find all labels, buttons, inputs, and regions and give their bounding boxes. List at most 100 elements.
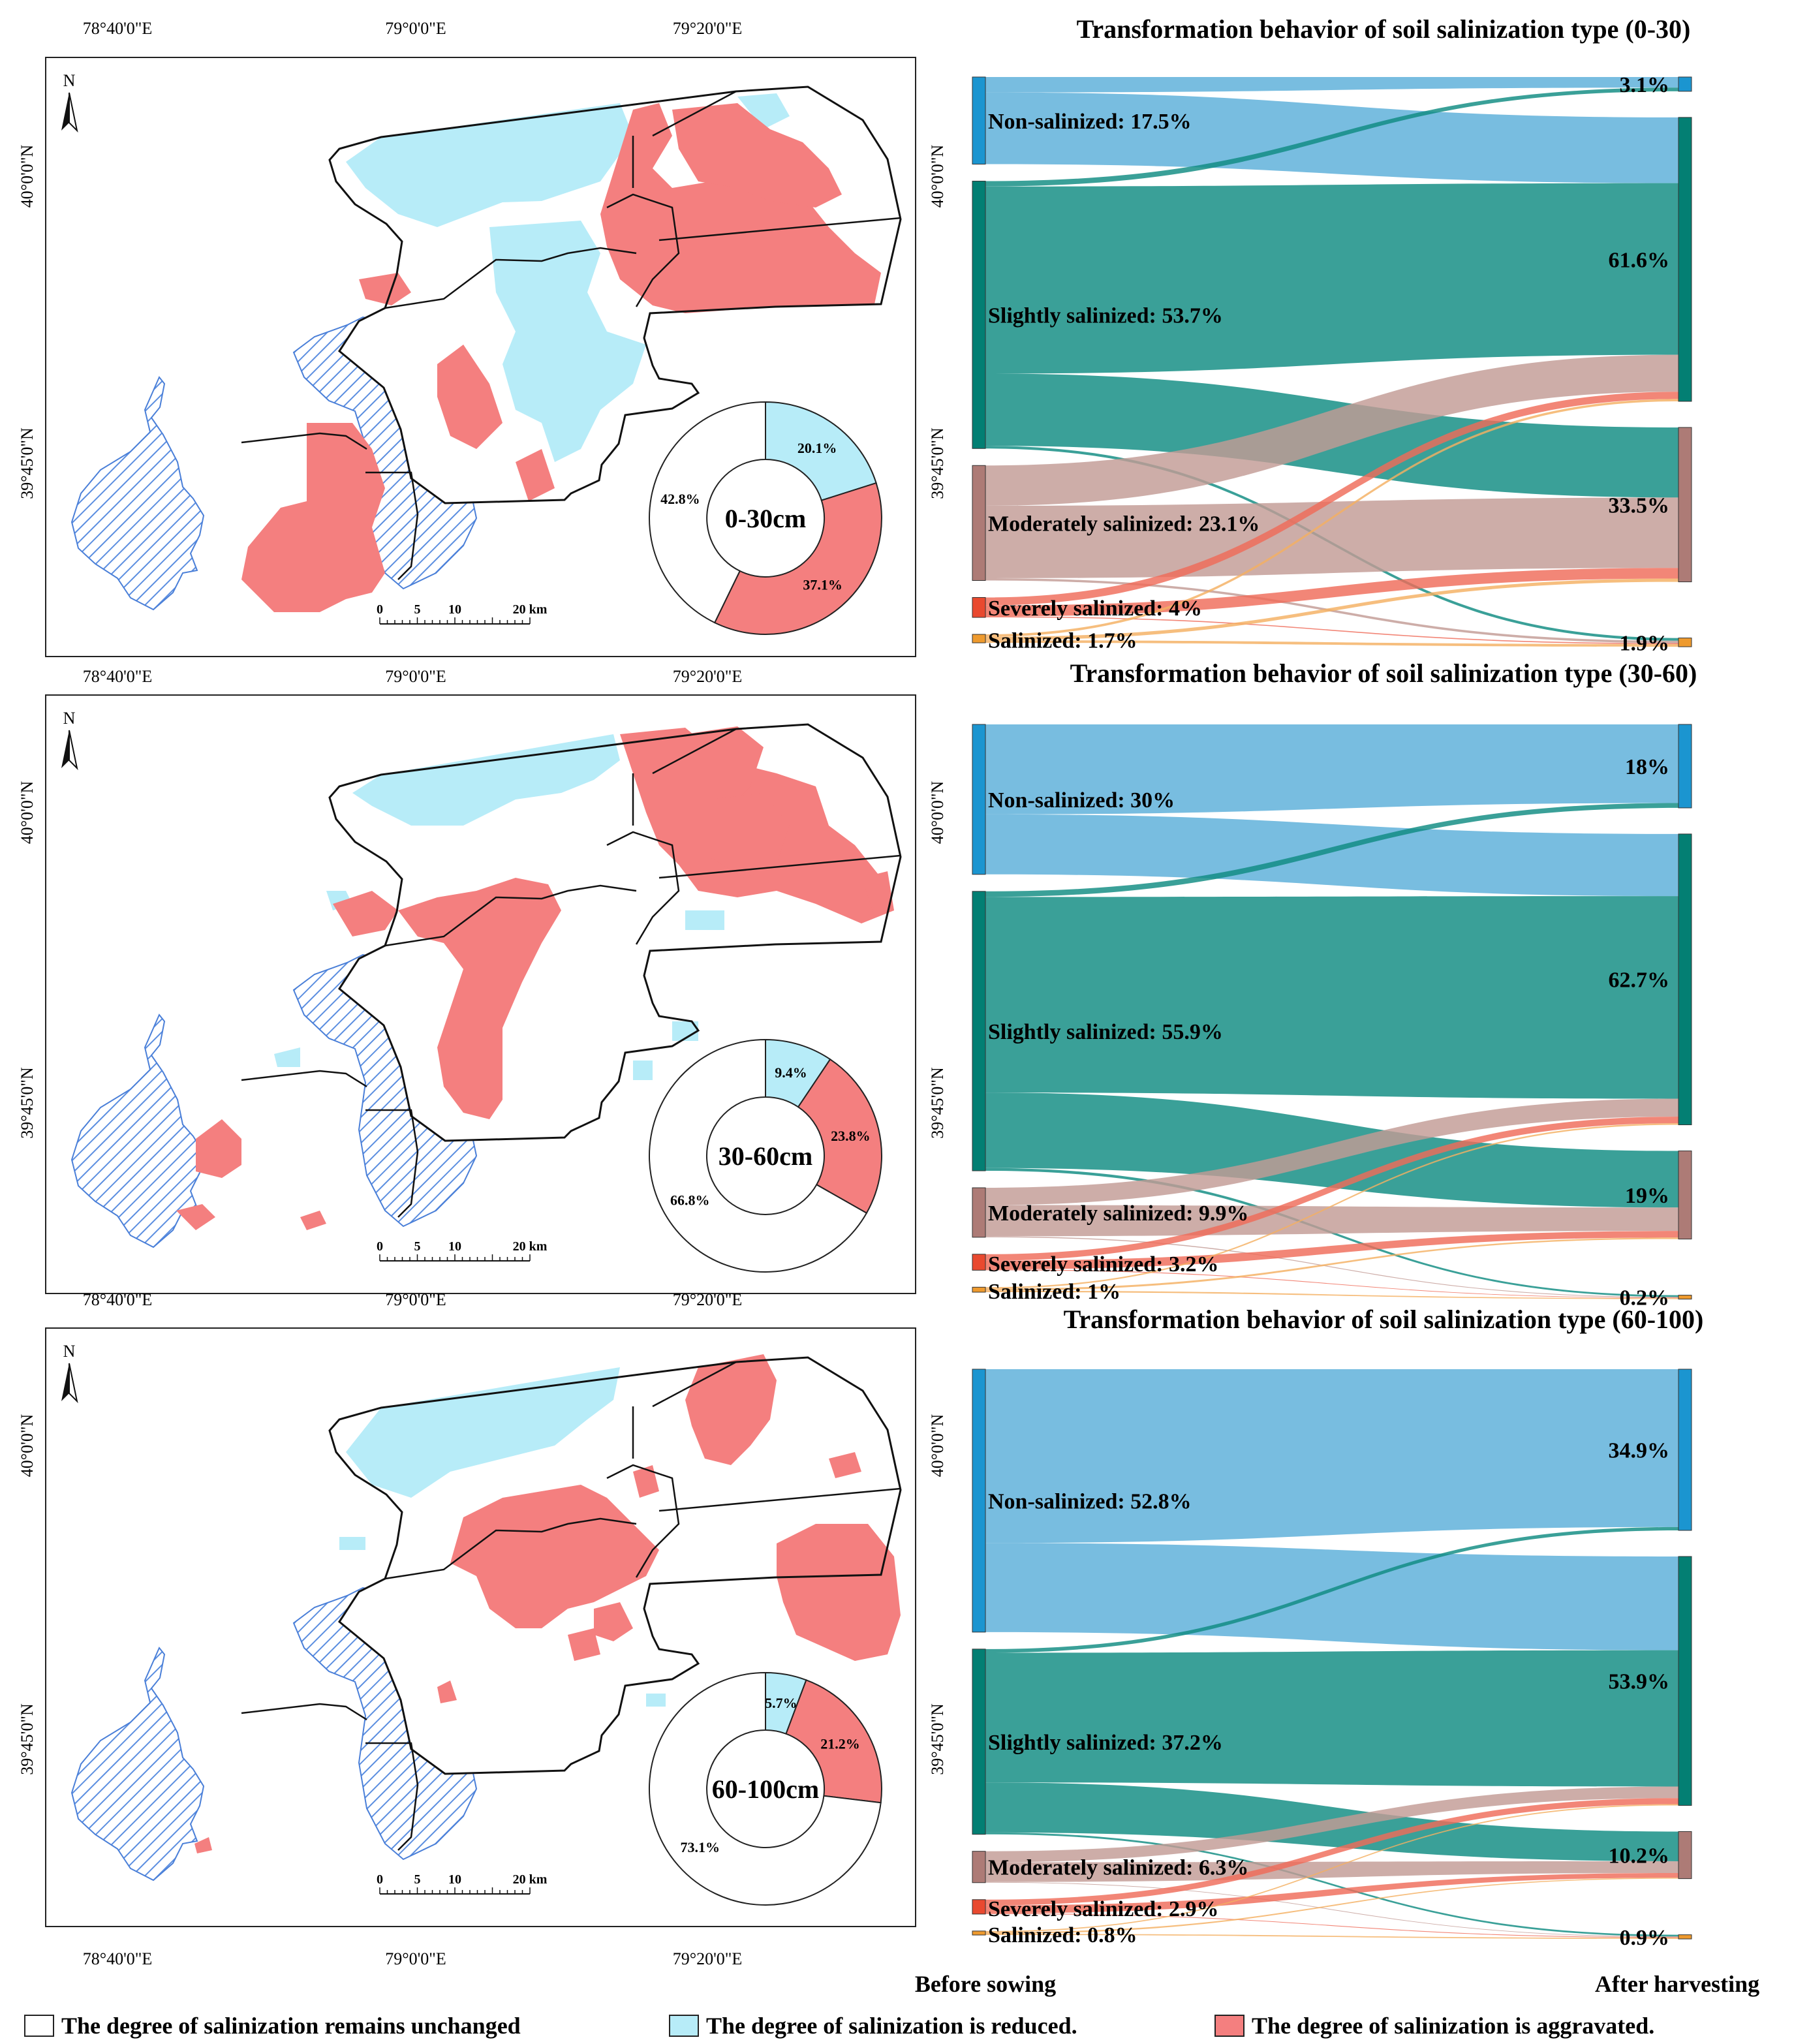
sankey-flow <box>985 814 1678 897</box>
donut-slice-unchanged <box>648 1671 882 1906</box>
sankey-flow <box>985 1832 1678 1937</box>
longitude-label: 78°40'0"E <box>83 1949 153 1968</box>
north-label: N <box>63 71 76 90</box>
before-sowing-label: Before sowing <box>915 1971 1056 1997</box>
sankey-node-after <box>1678 638 1692 647</box>
sankey-flow <box>985 77 1678 93</box>
sankey-flow <box>985 724 1678 814</box>
longitude-label: 79°0'0"E <box>385 1949 446 1968</box>
sankey-flow <box>985 1650 1678 1787</box>
longitude-label: 79°20'0"E <box>673 667 743 686</box>
aggravated-area <box>196 1119 241 1178</box>
reduced-area <box>737 93 790 129</box>
sankey-node-label: 19% <box>1625 1184 1669 1208</box>
sankey-flow <box>985 1369 1678 1543</box>
sankey-flow <box>985 1237 1678 1291</box>
longitude-label: 79°0'0"E <box>385 1290 446 1309</box>
sankey-node-before <box>972 1851 986 1883</box>
district-boundary <box>658 854 901 879</box>
north-label: N <box>63 709 76 728</box>
lake-hatch <box>70 1647 205 1881</box>
sankey-node-before <box>972 724 986 875</box>
reduced-area <box>646 1694 666 1707</box>
donut-label: 20.1% <box>797 440 837 456</box>
sankey-flow <box>985 1236 1678 1298</box>
district-boundary <box>365 1109 419 1218</box>
latitude-label: 39°45'0"N <box>18 1067 37 1139</box>
aggravated-area <box>359 273 411 305</box>
reduced-area <box>352 734 620 826</box>
north-arrow-icon <box>61 1363 69 1401</box>
aggravated-area <box>672 103 842 208</box>
sankey-node-label: Salinized: 0.8% <box>988 1923 1137 1947</box>
sankey-title: Transformation behavior of soil saliniza… <box>1077 14 1691 44</box>
scale-label: 20 km <box>513 1239 548 1254</box>
sankey-node-label: 34.9% <box>1609 1438 1670 1463</box>
district-boundary <box>384 1517 637 1580</box>
sankey-flow <box>985 399 1678 637</box>
sankey-node-before <box>972 1369 986 1633</box>
sankey-3: Transformation behavior of soil saliniza… <box>972 1305 1703 1950</box>
reduced-area <box>672 1021 698 1041</box>
donut-center-label: 0-30cm <box>725 504 806 533</box>
sankey-flow <box>985 497 1678 578</box>
sankey-title: Transformation behavior of soil saliniza… <box>1070 658 1697 688</box>
longitude-label: 78°40'0"E <box>83 667 153 686</box>
scale-label: 5 <box>414 1239 421 1254</box>
sankey-flow <box>985 1878 1678 1934</box>
sankey-node-after <box>1678 76 1692 92</box>
sankey-node-label: Severely salinized: 3.2% <box>988 1252 1219 1277</box>
sankey-flow <box>985 1934 1678 1939</box>
scale-label: 0 <box>377 1239 383 1254</box>
sankey-flow <box>985 1123 1678 1289</box>
sankey-node-before <box>972 634 986 643</box>
legend-label: The degree of salinization is aggravated… <box>1252 2013 1654 2039</box>
legend-label: The degree of salinization is reduced. <box>706 2013 1077 2039</box>
aggravated-area <box>861 871 894 917</box>
aggravated-area <box>450 1485 659 1628</box>
donut-slice-aggravated <box>785 1679 882 1804</box>
longitude-label: 79°0'0"E <box>385 667 446 686</box>
district-boundary <box>365 471 419 580</box>
aggravated-area <box>711 793 790 878</box>
reduced-area <box>633 1061 653 1080</box>
sankey-node-label: 33.5% <box>1609 493 1670 518</box>
longitude-label: 79°20'0"E <box>673 1290 743 1309</box>
aggravated-area <box>685 1354 777 1465</box>
scale-label: 20 km <box>513 1872 548 1887</box>
north-arrow-icon <box>61 93 69 131</box>
sankey-node-after <box>1678 1151 1692 1240</box>
donut-slice-reduced <box>765 401 877 501</box>
longitude-label: 79°20'0"E <box>673 1949 743 1968</box>
district-boundary <box>241 432 367 450</box>
sankey-node-before <box>972 597 986 618</box>
latitude-label: 39°45'0"N <box>928 1067 947 1139</box>
donut-slice-aggravated <box>713 482 882 635</box>
district-boundary <box>652 1361 737 1408</box>
sankey-node-after <box>1678 833 1692 1126</box>
reduced-area <box>346 1367 620 1498</box>
sankey-node-label: Non-salinized: 52.8% <box>988 1489 1192 1513</box>
donut-label: 42.8% <box>660 491 700 507</box>
aggravated-area <box>829 1452 861 1478</box>
aggravated-area <box>437 345 502 449</box>
sankey-flow <box>985 87 1678 187</box>
sankey-flow <box>985 1098 1678 1205</box>
latitude-label: 39°45'0"N <box>18 1703 37 1775</box>
sankey-flow <box>985 1205 1678 1237</box>
donut-label: 66.8% <box>670 1192 710 1208</box>
sankey-node-label: Non-salinized: 17.5% <box>988 110 1192 134</box>
sankey-node-before <box>972 465 986 581</box>
donut-label: 9.4% <box>775 1064 807 1081</box>
sankey-node-before <box>972 181 986 449</box>
longitude-label: 79°20'0"E <box>673 19 743 38</box>
district-boundary <box>652 728 737 775</box>
donut-label: 23.8% <box>831 1128 871 1144</box>
sankey-node-label: 0.9% <box>1620 1926 1670 1950</box>
sankey-node-before <box>972 76 986 165</box>
scale-label: 5 <box>414 602 421 617</box>
sankey-node-label: 61.6% <box>1609 248 1670 272</box>
sankey-node-after <box>1678 1556 1692 1806</box>
reduced-area <box>274 1047 300 1067</box>
district-boundary <box>658 217 901 241</box>
